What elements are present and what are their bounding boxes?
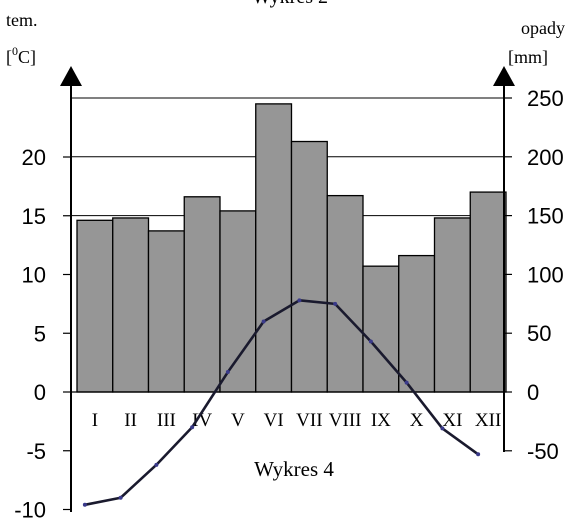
- bar-XII: [469, 191, 507, 393]
- right-axis-arrow: [493, 66, 515, 86]
- axes: [60, 66, 515, 512]
- category-label: VI: [264, 410, 284, 431]
- category-label: XI: [442, 410, 462, 431]
- temperature-point: [368, 339, 373, 344]
- right-tick-label: 50: [527, 321, 551, 346]
- left-tick-label: 15: [22, 204, 46, 229]
- bar-V: [219, 210, 257, 393]
- category-label: I: [92, 410, 98, 431]
- temperature-point: [154, 462, 159, 467]
- bar-X: [398, 254, 436, 393]
- temperature-point: [476, 452, 481, 457]
- left-tick-label: 20: [22, 145, 46, 170]
- bar-VIII: [326, 194, 364, 393]
- chart-title: Wykres 2: [252, 0, 328, 8]
- temperature-point: [118, 495, 123, 500]
- left-axis-arrow: [60, 66, 82, 86]
- temperature-point: [190, 425, 195, 430]
- temperature-point: [225, 370, 230, 375]
- category-label: V: [231, 410, 245, 431]
- bar-III: [147, 230, 185, 393]
- temperature-series: [82, 298, 481, 507]
- bar-VI: [255, 103, 293, 393]
- right-tick-label: 200: [527, 145, 564, 170]
- right-axis-label-line1: opady: [521, 18, 565, 38]
- bar-I: [76, 219, 114, 393]
- chart-caption: Wykres 4: [254, 457, 334, 481]
- left-axis-ticks: 20 15 10 5 0 -5 -10: [14, 145, 71, 519]
- temperature-point: [440, 426, 445, 431]
- left-tick-label: -5: [26, 439, 46, 464]
- right-tick-label: 150: [527, 204, 564, 229]
- left-tick-label: 10: [22, 263, 46, 288]
- left-tick-label: 5: [34, 321, 46, 346]
- category-label: IV: [192, 410, 212, 431]
- category-label: X: [410, 410, 424, 431]
- temperature-point: [261, 319, 266, 324]
- left-tick-label: 0: [34, 380, 46, 405]
- category-label: IX: [371, 410, 391, 431]
- temperature-point: [404, 380, 409, 385]
- bar-IX: [362, 265, 400, 393]
- right-axis-label-line2: [mm]: [508, 47, 548, 67]
- bar-II: [112, 217, 150, 393]
- category-label: XII: [475, 410, 501, 431]
- right-tick-label: 250: [527, 86, 564, 111]
- left-axis-label-line2: [0C]: [6, 44, 36, 67]
- temperature-point: [333, 301, 338, 306]
- bar-IV: [183, 196, 221, 393]
- right-tick-label: 100: [527, 262, 564, 287]
- temperature-point: [82, 502, 87, 507]
- right-axis-ticks: 250 200 150 100 50 0 -50: [504, 86, 564, 464]
- bar-XI: [433, 217, 471, 393]
- category-label: II: [124, 410, 137, 431]
- bar-VII: [290, 140, 328, 393]
- precipitation-bars: [76, 103, 507, 393]
- left-axis-label-line1: tem.: [6, 10, 38, 30]
- right-tick-label: -50: [527, 439, 559, 464]
- category-label: VIII: [329, 410, 362, 431]
- category-label: III: [157, 410, 176, 431]
- category-labels: I II III IV V VI VII VIII IX X XI XII: [92, 410, 502, 431]
- temperature-point: [297, 298, 302, 303]
- category-label: VII: [296, 410, 322, 431]
- temperature-line: [84, 299, 479, 507]
- left-tick-label: -10: [14, 498, 46, 519]
- right-tick-label: 0: [527, 380, 539, 405]
